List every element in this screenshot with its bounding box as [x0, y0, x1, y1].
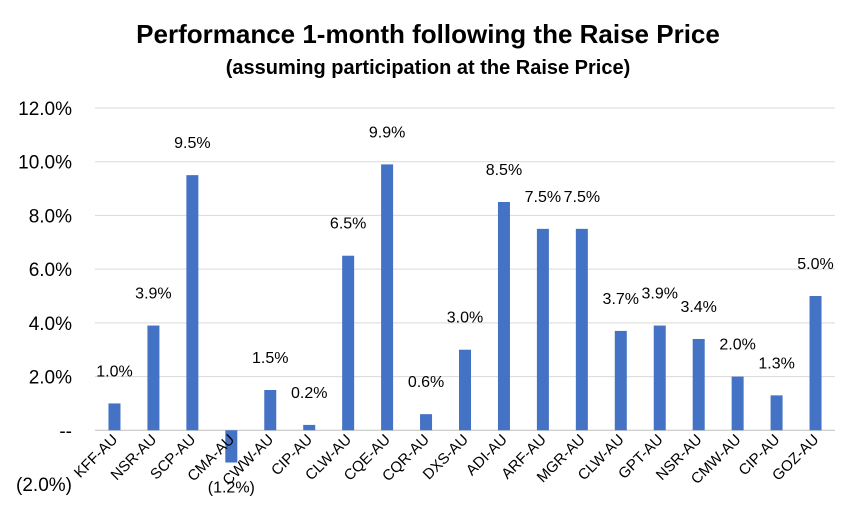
data-labels: 1.0% 3.9% 9.5% (1.2%) 1.5% 0.2% 6.5% 9.9% 0.6% 3.…: [96, 124, 834, 496]
y-tick-label: 4.0%: [29, 314, 72, 335]
bar: [692, 338, 705, 431]
x-axis-ticks: KFF-AUNSR-AUSCP-AUCMA-AUCWW-AUCIP-AUCLW-…: [71, 431, 822, 489]
data-label: 6.5%: [330, 216, 366, 233]
bar: [497, 202, 510, 431]
data-label: 1.3%: [758, 355, 794, 372]
data-label: (1.2%): [208, 479, 255, 496]
data-label: 7.5%: [564, 189, 600, 206]
data-label: 9.5%: [174, 135, 210, 152]
chart-subtitle: (assuming participation at the Raise Pri…: [226, 57, 631, 79]
bar: [731, 376, 744, 431]
bar: [108, 403, 121, 431]
chart-title: Performance 1-month following the Raise …: [136, 19, 720, 49]
bar: [381, 164, 394, 431]
data-label: 2.0%: [719, 337, 755, 354]
data-label: 3.7%: [603, 291, 639, 308]
bar: [342, 255, 355, 431]
bar: [147, 325, 160, 431]
data-label: 3.0%: [447, 310, 483, 327]
data-label: 8.5%: [486, 162, 522, 179]
data-label: 3.9%: [135, 286, 171, 303]
bar: [225, 430, 238, 463]
data-label: 9.9%: [369, 124, 405, 141]
data-label: 1.0%: [96, 363, 132, 380]
bar: [420, 414, 433, 431]
data-label: 7.5%: [525, 189, 561, 206]
bar: [459, 349, 471, 431]
data-label: 0.2%: [291, 385, 327, 402]
y-tick-label: 10.0%: [18, 153, 72, 174]
y-tick-label: 8.0%: [29, 206, 72, 227]
data-label: 5.0%: [797, 256, 833, 273]
data-label: 3.4%: [680, 299, 716, 316]
data-label: 3.9%: [642, 286, 678, 303]
y-tick-label: (2.0%): [16, 475, 72, 496]
data-label: 0.6%: [408, 374, 444, 391]
bar: [614, 330, 627, 431]
y-tick-label: --: [59, 421, 72, 442]
y-axis-ticks: (2.0%) -- 2.0% 4.0% 6.0% 8.0% 10.0% 12.0%: [16, 99, 72, 496]
y-tick-label: 12.0%: [18, 99, 72, 120]
y-tick-label: 6.0%: [29, 260, 72, 281]
data-label: 1.5%: [252, 350, 288, 367]
gridlines: [95, 107, 835, 431]
bar: [575, 228, 588, 431]
bar: [770, 395, 783, 431]
bar: [264, 390, 277, 431]
bar: [186, 175, 199, 431]
bar: [303, 424, 316, 431]
bar: [809, 296, 822, 431]
y-tick-label: 2.0%: [29, 368, 72, 389]
bars: [108, 164, 822, 463]
bar: [536, 228, 549, 431]
bar: [653, 325, 666, 431]
